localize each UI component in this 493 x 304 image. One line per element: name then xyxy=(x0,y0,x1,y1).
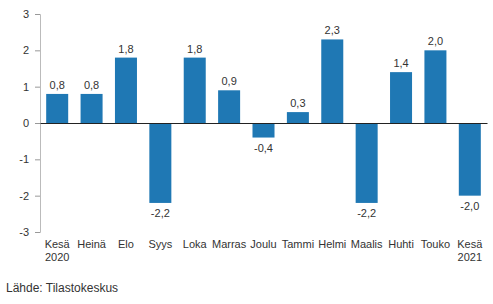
bar xyxy=(424,50,446,123)
x-tick-label: Tammi xyxy=(282,238,314,250)
x-tick-label: Maalis xyxy=(351,238,383,250)
data-label: 0,8 xyxy=(50,79,65,91)
y-tick-label: 2 xyxy=(23,44,29,56)
x-labels: Kesä2020 Heinä Elo Syys Loka MarrasJoulu Tammi… xyxy=(45,238,484,263)
y-tick-mark xyxy=(35,159,40,160)
y-tick-mark xyxy=(35,87,40,88)
x-tick-label: Helmi xyxy=(318,238,346,250)
bar xyxy=(287,112,309,123)
y-tick: -1 xyxy=(19,153,40,165)
bar xyxy=(356,123,378,203)
x-tick-label: Heinä xyxy=(77,238,107,250)
y-axis-line xyxy=(35,15,41,233)
bar xyxy=(218,90,240,123)
y-tick-mark xyxy=(35,123,40,124)
x-axis xyxy=(41,123,488,125)
data-label: -2,0 xyxy=(460,200,479,212)
plot: -3 -2 -1 0 1 2 3 Kesä2020 Heinä Elo Syys Loka Marras… xyxy=(19,8,487,263)
y-tick-mark xyxy=(35,232,40,233)
data-label: 0,3 xyxy=(290,97,305,109)
data-label: -0,4 xyxy=(254,142,273,154)
y-tick: 2 xyxy=(23,44,40,56)
x-tick-label: Huhti xyxy=(388,238,414,250)
x-tick-label: Elo xyxy=(118,238,134,250)
y-tick-label: 1 xyxy=(23,81,29,93)
y-tick-label: 0 xyxy=(23,117,29,129)
data-labels: 0,8 0,8 1,8 -2,2 1,8 0,9 -0,4 0,3 2,3 -2,2 1,4 2,0 -… xyxy=(50,24,480,219)
bar xyxy=(81,94,103,123)
data-label: 2,0 xyxy=(428,35,443,47)
bar xyxy=(115,58,137,123)
bar xyxy=(390,72,412,123)
x-tick-label: Joulu xyxy=(250,238,276,250)
bar xyxy=(321,39,343,123)
y-tick: -3 xyxy=(19,226,40,238)
x-tick-label: Syys xyxy=(148,238,172,250)
bar xyxy=(184,58,206,123)
x-tick-label: Marras xyxy=(212,238,247,250)
y-tick-mark xyxy=(35,14,40,15)
chart: -3 -2 -1 0 1 2 3 Kesä2020 Heinä Elo Syys Loka Marras… xyxy=(0,0,493,304)
y-tick-label: -2 xyxy=(19,190,29,202)
y-tick: 1 xyxy=(23,81,40,93)
data-label: -2,2 xyxy=(151,207,170,219)
x-tick-label: Touko xyxy=(421,238,450,250)
y-tick-label: -1 xyxy=(19,153,29,165)
y-tick-mark xyxy=(35,50,40,51)
x-axis-line xyxy=(41,123,488,124)
bar xyxy=(252,123,274,138)
source: Lähde: Tilastokeskus xyxy=(6,281,118,295)
data-label: 1,4 xyxy=(393,57,408,69)
x-tick-label: Loka xyxy=(183,238,208,250)
y-tick-label: -3 xyxy=(19,226,29,238)
y-tick: 0 xyxy=(23,117,40,129)
data-label: -2,2 xyxy=(357,207,376,219)
y-tick-mark xyxy=(35,196,40,197)
bar xyxy=(149,123,171,203)
bar xyxy=(46,94,68,123)
data-label: 0,8 xyxy=(84,79,99,91)
y-tick: 3 xyxy=(23,8,40,20)
bar xyxy=(459,123,481,196)
data-label: 1,8 xyxy=(118,43,133,55)
y-tick: -2 xyxy=(19,190,40,202)
x-tick-label: Kesä2020 xyxy=(45,238,71,263)
y-axis: -3 -2 -1 0 1 2 3 xyxy=(19,8,40,238)
x-tick-label: Kesä2021 xyxy=(457,238,483,263)
y-tick-label: 3 xyxy=(23,8,29,20)
data-label: 0,9 xyxy=(221,75,236,87)
bars xyxy=(46,39,481,203)
data-label: 1,8 xyxy=(187,43,202,55)
data-label: 2,3 xyxy=(325,24,340,36)
